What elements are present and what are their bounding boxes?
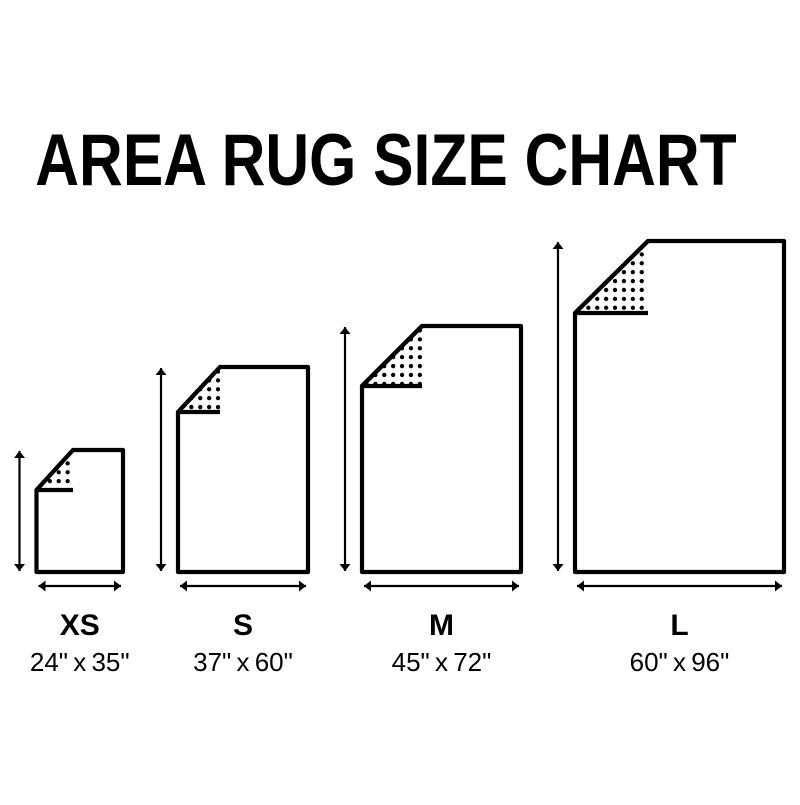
svg-text:S: S: [233, 609, 253, 642]
svg-text:37" x 60": 37" x 60": [193, 647, 293, 677]
svg-text:60" x 96": 60" x 96": [630, 647, 730, 677]
svg-text:45" x 72": 45" x 72": [392, 647, 492, 677]
svg-text:XS: XS: [60, 609, 100, 642]
svg-text:L: L: [670, 609, 688, 642]
svg-text:M: M: [429, 609, 454, 642]
svg-text:24" x 35": 24" x 35": [30, 647, 130, 677]
